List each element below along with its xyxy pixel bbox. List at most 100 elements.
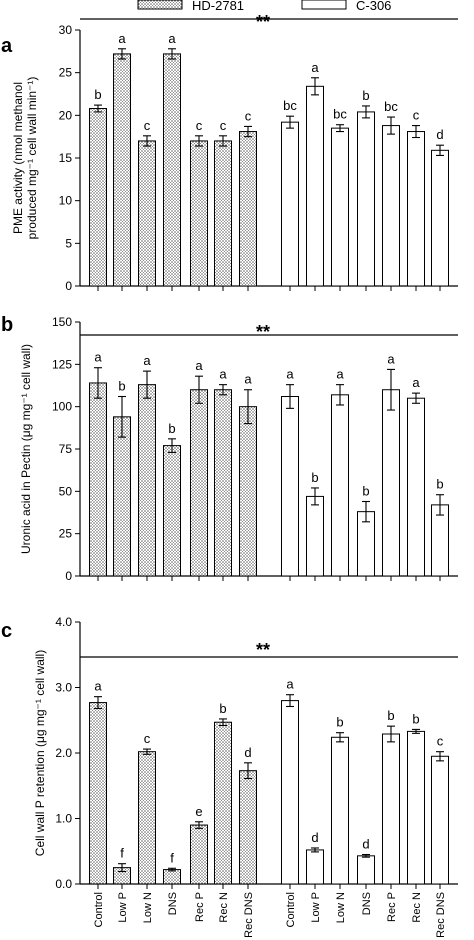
bar-hd2781 (239, 770, 257, 885)
bar-hd2781 (190, 389, 208, 577)
y-tick-label: 100 (52, 400, 72, 414)
bar-c306 (281, 396, 299, 577)
bar-c306 (331, 736, 349, 885)
bar-hd2781 (190, 824, 208, 885)
panel-letter: a (1, 35, 13, 57)
significance-letter: b (362, 88, 369, 103)
significance-letter: a (311, 60, 319, 75)
significance-letter: f (170, 850, 174, 865)
bar-c306 (357, 855, 375, 885)
significance-letter: a (195, 358, 203, 373)
bar-c306 (306, 495, 324, 577)
significance-letter: c (144, 731, 151, 746)
significance-letter: b (436, 477, 443, 492)
significance-letter: b (94, 87, 101, 102)
y-tick-label: 50 (59, 484, 73, 498)
significance-letter: a (387, 351, 395, 366)
bar-hd2781 (214, 721, 232, 885)
bar-c306 (407, 730, 425, 885)
bar-hd2781 (214, 140, 232, 287)
significance-letter: a (244, 372, 252, 387)
category-label: Rec DNS (243, 892, 255, 938)
significance-letter: bc (384, 99, 398, 114)
bar-hd2781 (138, 384, 156, 577)
bar-c306 (357, 111, 375, 287)
bar-c306 (431, 149, 449, 287)
significance-letter: d (311, 830, 318, 845)
category-label: Rec P (386, 892, 398, 922)
y-tick-label: 10 (59, 194, 73, 208)
panel-a: a ** 0 5 10 15 20 25 30 PME activity (nmol methan… (1, 12, 458, 293)
significance-letter: b (118, 379, 125, 394)
legend-label-hd2781: HD-2781 (192, 0, 244, 13)
significance-letter: a (118, 31, 126, 46)
category-label: Control (285, 892, 297, 927)
y-tick-label: 5 (65, 236, 72, 250)
significance-letter: bc (333, 107, 347, 122)
category-label: Low P (310, 892, 322, 923)
significance-letter: a (286, 367, 294, 382)
significance-letter: a (412, 375, 420, 390)
significance-letter: b (412, 711, 419, 726)
significance-letter: a (94, 679, 102, 694)
significance-letter: c (437, 734, 444, 749)
panel-c: c ** 0.0 1.0 2.0 3.0 4.0 Cell wall P retention … (1, 615, 458, 938)
y-tick-label: 150 (52, 315, 72, 329)
significance-letter: d (362, 837, 369, 852)
significance-letter: c (413, 108, 420, 123)
bar-c306 (431, 755, 449, 885)
significance-mark: ** (256, 322, 270, 342)
significance-letter: a (336, 367, 344, 382)
bar-c306 (281, 121, 299, 287)
significance-mark: ** (256, 12, 270, 32)
y-tick-label: 0 (65, 279, 72, 293)
category-label: Rec P (194, 892, 206, 922)
legend-swatch-c306 (301, 0, 347, 10)
category-label: Low P (117, 892, 129, 923)
bar-c306 (331, 127, 349, 287)
category-label: Low N (335, 892, 347, 923)
y-tick-label: 75 (59, 442, 73, 456)
significance-letter: a (143, 353, 151, 368)
significance-letter: a (286, 677, 294, 692)
significance-letter: a (168, 31, 176, 46)
y-axis-label-line1: PME activity (nmol methanol (11, 82, 25, 234)
bar-hd2781 (138, 140, 156, 287)
significance-letter: c (196, 118, 203, 133)
bar-hd2781 (214, 389, 232, 577)
y-tick-label: 125 (52, 357, 72, 371)
category-label: Rec DNS (435, 892, 447, 938)
significance-letter: bc (283, 98, 297, 113)
bar-c306 (382, 125, 400, 287)
bar-c306 (331, 394, 349, 577)
bar-c306 (382, 389, 400, 577)
category-label: Rec N (218, 892, 230, 923)
y-tick-label: 4.0 (55, 615, 72, 629)
y-tick-label: 3.0 (55, 681, 72, 695)
bar-hd2781 (163, 53, 181, 287)
legend-label-c306: C-306 (356, 0, 391, 13)
category-label: DNS (167, 892, 179, 915)
bar-hd2781 (113, 53, 131, 287)
bar-hd2781 (190, 140, 208, 287)
significance-letter: b (311, 470, 318, 485)
bar-hd2781 (138, 751, 156, 885)
bar-c306 (407, 131, 425, 287)
y-tick-label: 20 (59, 108, 73, 122)
category-label: DNS (361, 892, 373, 915)
bar-hd2781 (239, 406, 257, 577)
legend-swatch-hd2781 (137, 0, 183, 10)
y-tick-label: 1.0 (55, 812, 72, 826)
bar-hd2781 (89, 108, 107, 287)
significance-letter: b (362, 483, 369, 498)
panel-letter: b (1, 314, 13, 336)
significance-letter: d (436, 127, 443, 142)
y-tick-label: 2.0 (55, 746, 72, 760)
significance-letter: c (245, 108, 252, 123)
significance-letter: b (336, 715, 343, 730)
y-axis-label: Cell wall P retention (μg mg⁻¹ cell wall… (33, 650, 47, 856)
significance-letter: a (219, 367, 227, 382)
category-label: Rec N (411, 892, 423, 923)
bar-hd2781 (163, 445, 181, 577)
